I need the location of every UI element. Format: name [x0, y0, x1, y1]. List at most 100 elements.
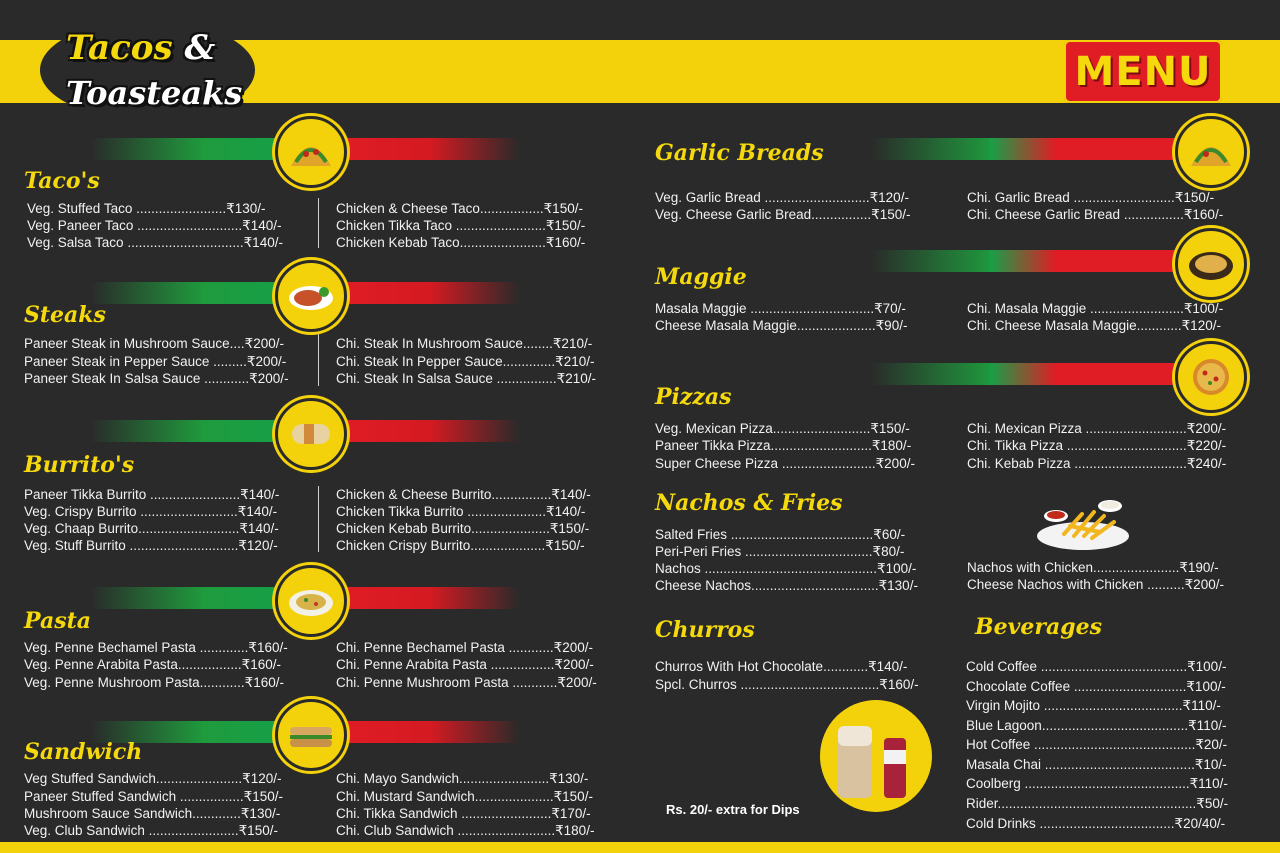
menu-item: Chi. Steak In Pepper Sauce..............…	[336, 354, 595, 369]
burrito-icon	[275, 398, 347, 470]
section-title-churros: Churros	[655, 617, 755, 643]
dips-note: Rs. 20/- extra for Dips	[666, 802, 800, 817]
menu-item: Cheese Nachos with Chicken ..........₹20…	[967, 577, 1224, 592]
menu-item: Churros With Hot Chocolate............₹1…	[655, 659, 908, 674]
menu-item: Masala Maggie ..........................…	[655, 301, 906, 316]
menu-item: Super Cheese Pizza .....................…	[655, 456, 915, 471]
taco-icon	[1175, 116, 1247, 188]
menu-item: Salted Fries ...........................…	[655, 527, 906, 542]
menu-item: Coolberg ...............................…	[966, 776, 1228, 791]
menu-item: Chi. Kebab Pizza .......................…	[967, 456, 1227, 471]
pizza-icon	[1175, 341, 1247, 413]
menu-item: Chi. Steak In Mushroom Sauce........₹210…	[336, 336, 593, 351]
menu-item: Chi. Club Sandwich .....................…	[336, 823, 595, 838]
menu-item: Cheese Masala Maggie....................…	[655, 318, 908, 333]
menu-item: Chocolate Coffee .......................…	[966, 679, 1226, 694]
section-title-pasta: Pasta	[24, 608, 92, 634]
menu-item: Hot Coffee .............................…	[966, 737, 1228, 752]
menu-item: Nachos .................................…	[655, 561, 917, 576]
menu-item: Chi. Mayo Sandwich......................…	[336, 771, 589, 786]
section-title-sandwich: Sandwich	[24, 739, 143, 765]
footer-band	[0, 842, 1280, 853]
column-divider	[318, 486, 319, 552]
stripe-tacos	[90, 138, 520, 160]
stripe-pasta	[90, 587, 520, 609]
steak-icon	[275, 260, 347, 332]
menu-item: Cheese Nachos...........................…	[655, 578, 918, 593]
menu-item: Veg. Penne Bechamel Pasta .............₹…	[24, 640, 288, 655]
menu-item: Blue Lagoon.............................…	[966, 718, 1227, 733]
section-title-burritos: Burrito's	[24, 452, 135, 478]
menu-item: Paneer Steak in Mushroom Sauce....₹200/-	[24, 336, 284, 351]
section-title-steaks: Steaks	[24, 302, 106, 328]
menu-item: Paneer Tikka Pizza......................…	[655, 438, 912, 453]
menu-item: Veg. Paneer Taco .......................…	[27, 218, 282, 233]
menu-item: Chi. Steak In Salsa Sauce ..............…	[336, 371, 596, 386]
menu-item: Chicken & Cheese Taco.................₹1…	[336, 201, 583, 216]
menu-item: Veg. Chaap Burrito......................…	[24, 521, 279, 536]
stripe-garlic	[870, 138, 1180, 160]
logo-subtitle: Toasteaks	[66, 74, 243, 112]
menu-item: Chicken Crispy Burrito..................…	[336, 538, 585, 553]
pasta-icon	[275, 565, 347, 637]
logo-title: Tacos &	[66, 28, 215, 68]
menu-item: Chi. Cheese Masala Maggie............₹12…	[967, 318, 1221, 333]
menu-item: Paneer Stuffed Sandwich ................…	[24, 789, 283, 804]
stripe-steaks	[90, 282, 520, 304]
logo-backdrop	[40, 20, 255, 120]
menu-item: Chicken Kebab Burrito...................…	[336, 521, 590, 536]
menu-item: Masala Chai ............................…	[966, 757, 1227, 772]
menu-item: Mushroom Sauce Sandwich.............₹130…	[24, 806, 281, 821]
stripe-pizzas	[870, 363, 1180, 385]
stripe-sandwich	[90, 721, 520, 743]
menu-item: Chi. Penne Arabita Pasta ...............…	[336, 657, 594, 672]
menu-item: Chi. Garlic Bread ......................…	[967, 190, 1215, 205]
menu-badge: MENU	[1064, 40, 1222, 103]
section-title-tacos: Taco's	[24, 168, 100, 194]
section-title-beverages: Beverages	[975, 614, 1102, 640]
menu-item: Cold Drinks ............................…	[966, 816, 1226, 831]
menu-item: Chi. Mexican Pizza .....................…	[967, 421, 1227, 436]
menu-item: Chi. Penne Bechamel Pasta ............₹2…	[336, 640, 593, 655]
taco-icon	[275, 116, 347, 188]
menu-item: Chi. Tikka Pizza .......................…	[967, 438, 1227, 453]
stripe-burritos	[90, 420, 520, 442]
menu-item: Veg. Penne Mushroom Pasta............₹16…	[24, 675, 284, 690]
section-title-nachos-fries: Nachos & Fries	[655, 490, 843, 516]
logo-ampersand: &	[184, 28, 216, 68]
menu-item: Veg. Stuffed Taco ......................…	[27, 201, 266, 216]
menu-item: Paneer Steak in Pepper Sauce .........₹2…	[24, 354, 287, 369]
menu-item: Veg. Penne Arabita Pasta................…	[24, 657, 281, 672]
menu-item: Veg. Crispy Burrito ....................…	[24, 504, 278, 519]
menu-item: Chi. Cheese Garlic Bread ...............…	[967, 207, 1224, 222]
menu-item: Rider...................................…	[966, 796, 1229, 811]
stripe-maggie	[870, 250, 1180, 272]
menu-item: Peri-Peri Fries ........................…	[655, 544, 905, 559]
section-title-maggie: Maggie	[655, 264, 747, 290]
logo-word-tacos: Tacos	[66, 28, 173, 68]
fries-image	[1034, 496, 1132, 552]
menu-item: Chi. Mustard Sandwich...................…	[336, 789, 593, 804]
menu-item: Cold Coffee ............................…	[966, 659, 1227, 674]
menu-item: Virgin Mojito ..........................…	[966, 698, 1221, 713]
menu-item: Veg Stuffed Sandwich....................…	[24, 771, 282, 786]
menu-item: Veg. Salsa Taco ........................…	[27, 235, 283, 250]
menu-item: Nachos with Chicken.....................…	[967, 560, 1219, 575]
section-title-garlic-breads: Garlic Breads	[655, 140, 824, 166]
menu-item: Veg. Mexican Pizza......................…	[655, 421, 910, 436]
sandwich-icon	[275, 699, 347, 771]
menu-item: Chicken Tikka Taco .....................…	[336, 218, 586, 233]
menu-item: Chicken Tikka Burrito ..................…	[336, 504, 586, 519]
menu-item: Chi. Tikka Sandwich ....................…	[336, 806, 591, 821]
noodles-icon	[1175, 228, 1247, 300]
menu-item: Chi. Masala Maggie .....................…	[967, 301, 1224, 316]
menu-item: Spcl. Churros ..........................…	[655, 677, 919, 692]
menu-item: Chi. Penne Mushroom Pasta ............₹2…	[336, 675, 597, 690]
column-divider	[318, 198, 319, 248]
drink-image	[820, 700, 932, 812]
menu-item: Chicken Kebab Taco......................…	[336, 235, 586, 250]
menu-item: Paneer Tikka Burrito ...................…	[24, 487, 280, 502]
menu-item: Veg. Club Sandwich .....................…	[24, 823, 278, 838]
section-title-pizzas: Pizzas	[655, 384, 732, 410]
